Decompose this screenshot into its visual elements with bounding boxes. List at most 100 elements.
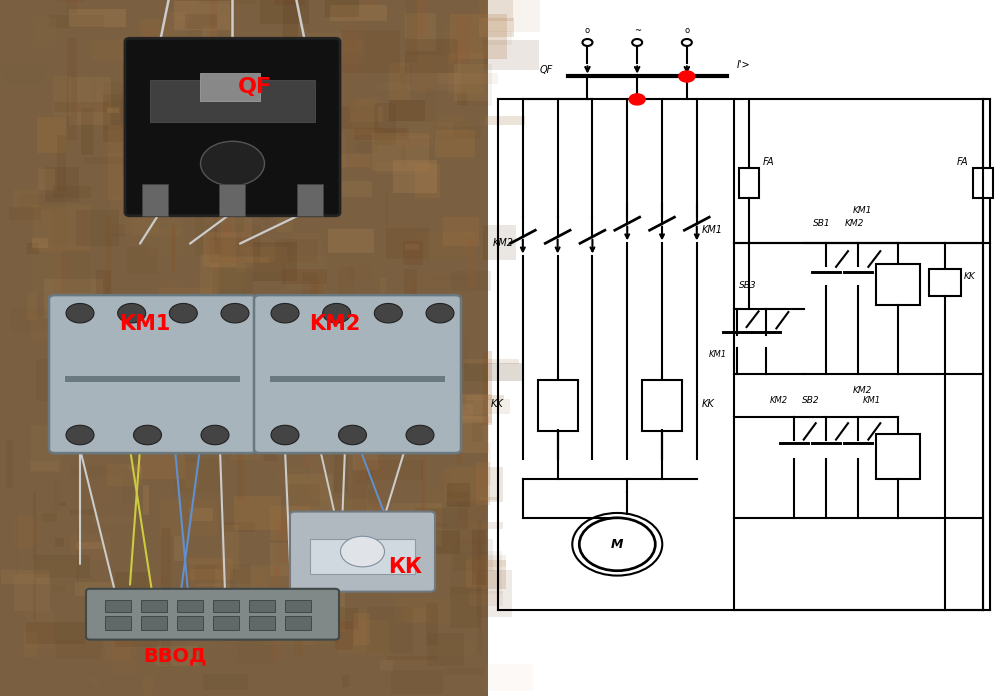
Bar: [352, 470, 367, 509]
Bar: [177, 600, 203, 612]
Bar: [412, 281, 416, 358]
Bar: [57, 135, 66, 191]
Text: M: M: [611, 538, 624, 551]
Bar: [425, 87, 436, 121]
Bar: [221, 257, 269, 263]
Bar: [404, 269, 417, 300]
Bar: [212, 74, 214, 138]
Bar: [293, 107, 312, 152]
Bar: [328, 229, 374, 253]
Circle shape: [679, 71, 695, 82]
Bar: [38, 168, 55, 190]
Bar: [132, 79, 140, 123]
Bar: [394, 308, 408, 313]
Bar: [275, 239, 318, 262]
FancyBboxPatch shape: [642, 380, 682, 432]
Bar: [24, 632, 38, 657]
Bar: [140, 19, 170, 50]
Text: KM1: KM1: [708, 350, 727, 359]
Bar: [329, 182, 372, 197]
Bar: [281, 172, 338, 208]
Bar: [469, 591, 503, 606]
Bar: [338, 154, 371, 167]
Bar: [343, 16, 357, 153]
FancyBboxPatch shape: [49, 295, 256, 453]
Bar: [206, 477, 211, 486]
Bar: [195, 216, 204, 257]
Bar: [211, 365, 271, 404]
Bar: [69, 77, 111, 125]
Bar: [176, 0, 194, 22]
Bar: [200, 73, 260, 101]
Bar: [167, 96, 181, 129]
Bar: [282, 608, 321, 628]
Bar: [354, 613, 370, 645]
Bar: [255, 162, 305, 187]
Bar: [56, 639, 102, 659]
Bar: [224, 103, 232, 235]
Bar: [122, 398, 133, 432]
Bar: [166, 598, 179, 633]
Bar: [338, 619, 389, 654]
Bar: [294, 553, 303, 656]
Bar: [259, 338, 318, 382]
Bar: [392, 503, 442, 546]
Bar: [427, 633, 464, 665]
Bar: [118, 404, 167, 443]
Circle shape: [118, 303, 146, 323]
Bar: [137, 338, 183, 382]
Bar: [244, 38, 266, 58]
Bar: [13, 516, 35, 548]
Bar: [385, 413, 390, 445]
Bar: [187, 631, 209, 663]
Bar: [457, 93, 467, 105]
Bar: [443, 217, 479, 246]
Bar: [876, 264, 920, 306]
Bar: [173, 340, 184, 358]
Bar: [152, 625, 157, 674]
FancyBboxPatch shape: [125, 38, 340, 216]
Bar: [148, 576, 163, 612]
Bar: [212, 269, 253, 297]
Bar: [241, 227, 250, 254]
Bar: [9, 207, 41, 220]
Circle shape: [406, 425, 434, 445]
Circle shape: [200, 141, 264, 186]
Bar: [233, 403, 284, 441]
Bar: [380, 278, 386, 309]
Circle shape: [221, 303, 249, 323]
Bar: [189, 508, 213, 521]
Text: KM2: KM2: [770, 396, 788, 405]
Bar: [11, 308, 55, 331]
Bar: [283, 594, 324, 633]
Bar: [405, 523, 447, 527]
Bar: [264, 367, 277, 461]
Bar: [466, 560, 506, 589]
Bar: [173, 458, 221, 493]
Bar: [226, 170, 258, 180]
Text: FA: FA: [957, 157, 969, 166]
Circle shape: [340, 536, 384, 567]
Bar: [350, 106, 383, 122]
Text: KM2: KM2: [845, 219, 864, 228]
Bar: [356, 141, 377, 152]
Bar: [239, 188, 261, 203]
Bar: [393, 136, 434, 146]
Bar: [115, 631, 159, 647]
Bar: [77, 524, 79, 593]
Bar: [0, 0, 488, 696]
Bar: [63, 335, 81, 354]
Bar: [476, 570, 512, 617]
Bar: [85, 388, 143, 409]
Bar: [237, 413, 244, 500]
Bar: [367, 505, 392, 543]
Bar: [71, 0, 79, 6]
Bar: [417, 55, 433, 93]
Bar: [104, 100, 131, 130]
Bar: [169, 68, 227, 92]
Bar: [69, 10, 126, 27]
Bar: [232, 617, 233, 657]
Bar: [194, 134, 251, 149]
Bar: [65, 0, 77, 14]
Bar: [404, 530, 460, 554]
